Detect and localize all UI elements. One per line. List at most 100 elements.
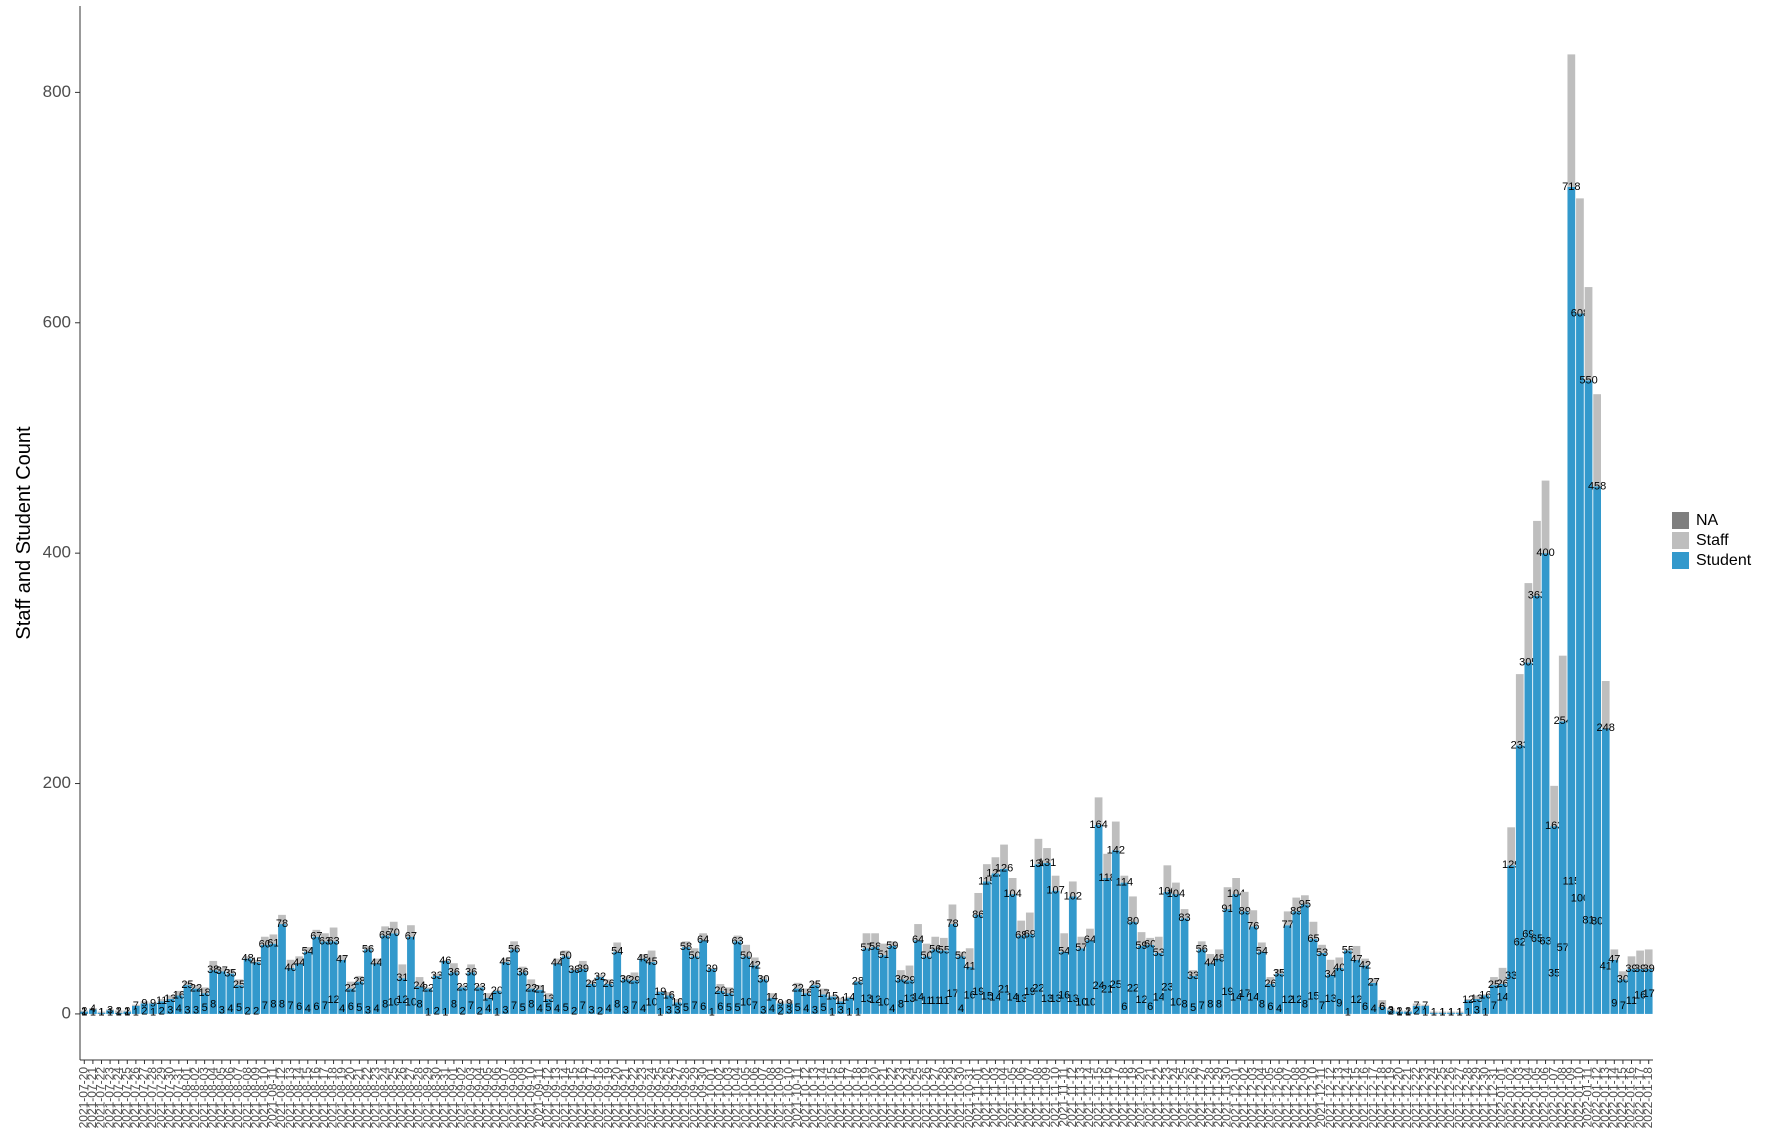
bar-segment: [286, 967, 295, 1014]
value-label: 80: [1127, 916, 1139, 928]
bar-segment: [1240, 891, 1249, 912]
bar-segment: [544, 998, 553, 1014]
bar-segment: [1034, 838, 1043, 865]
value-label: 118: [1098, 872, 1116, 884]
bar-segment: [578, 968, 587, 1014]
x-tick-label: 2021-08-23: [369, 1067, 383, 1129]
value-label: 15: [826, 991, 838, 1003]
x-tick-label: 2021-09-24: [644, 1067, 658, 1129]
value-label: 63: [319, 935, 331, 947]
bar-segment: [527, 979, 536, 989]
bar-segment: [1533, 595, 1541, 1014]
bar-segment: [243, 958, 252, 1014]
value-label: 25: [809, 979, 821, 991]
value-label: 1: [1405, 1007, 1411, 1019]
value-label: 10: [740, 996, 752, 1008]
bar-segment: [303, 947, 312, 952]
bar-segment: [518, 972, 527, 1014]
value-label: 1: [709, 1007, 715, 1019]
bar-segment: [673, 998, 682, 1003]
x-tick-label: 2021-11-04: [996, 1067, 1010, 1128]
bar-segment: [346, 988, 355, 1014]
x-tick-label: 2021-12-03: [1245, 1067, 1259, 1129]
bar-segment: [561, 950, 570, 957]
x-tick-label: 2021-11-29: [1211, 1067, 1225, 1128]
value-label: 7: [262, 1000, 268, 1012]
value-label: 8: [416, 999, 422, 1011]
x-tick-label: 2021-12-20: [1392, 1067, 1406, 1129]
bar-segment: [200, 993, 209, 1014]
bar-segment: [613, 942, 622, 952]
x-tick-label: 2021-09-11: [532, 1067, 546, 1128]
value-label: 4: [640, 1003, 646, 1015]
x-tick-label: 2021-08-24: [377, 1067, 391, 1129]
value-label: 83: [1178, 912, 1190, 924]
value-label: 4: [1276, 1003, 1282, 1015]
x-tick-label: 2021-09-15: [566, 1067, 580, 1129]
value-label: 55: [938, 944, 950, 956]
bar-segment: [1481, 994, 1490, 996]
value-label: 1: [124, 1007, 130, 1019]
bar-segment: [914, 940, 922, 1014]
value-label: 1: [150, 1007, 156, 1019]
bar-segment: [346, 981, 355, 989]
bar-segment: [132, 1004, 140, 1006]
bar-segment: [1120, 875, 1129, 883]
value-label: 4: [373, 1003, 379, 1015]
value-label: 8: [1181, 999, 1187, 1011]
x-tick-label: 2021-08-02: [188, 1067, 202, 1129]
value-label: 2: [245, 1006, 251, 1018]
x-tick-label: 2021-12-23: [1417, 1067, 1431, 1129]
bar-segment: [398, 978, 407, 1014]
bar-segment: [819, 994, 828, 1014]
value-label: 61: [267, 938, 279, 950]
x-tick-label: 2021-10-25: [910, 1067, 924, 1129]
bar-segment: [1163, 891, 1172, 1014]
x-tick-label: 2021-09-08: [506, 1067, 520, 1129]
value-label: 51: [878, 949, 890, 961]
bar-segment: [836, 997, 845, 1002]
bar-segment: [1412, 1005, 1421, 1014]
bar-segment: [1507, 865, 1516, 1014]
value-label: 69: [1024, 928, 1036, 940]
x-tick-label: 2021-08-26: [395, 1067, 409, 1129]
x-tick-label: 2021-07-27: [137, 1067, 151, 1129]
x-tick-label: 2021-09-01: [446, 1067, 460, 1129]
value-label: 24: [1092, 980, 1104, 992]
bar-segment: [1404, 1010, 1412, 1012]
bar-segment: [123, 1011, 132, 1014]
x-tick-label: 2021-12-05: [1263, 1067, 1277, 1129]
value-label: 46: [439, 955, 451, 967]
bar-segment: [1550, 785, 1559, 827]
bar-segment: [1060, 951, 1069, 1014]
bar-segment: [553, 958, 561, 964]
x-tick-label: 2021-11-01: [970, 1067, 984, 1128]
value-label: 81: [1582, 915, 1594, 927]
bar-segment: [1541, 553, 1550, 1014]
bar-segment: [132, 1005, 140, 1014]
value-label: 56: [929, 943, 941, 955]
bar-segment: [845, 997, 854, 1014]
value-label: 69: [1522, 928, 1534, 940]
value-label: 30: [1617, 973, 1629, 985]
bar-segment: [1378, 1000, 1387, 1008]
bar-segment: [157, 1001, 166, 1014]
value-label: 20: [491, 985, 503, 997]
bar-segment: [372, 958, 381, 964]
bar-segment: [278, 924, 286, 1014]
bar-segment: [269, 943, 278, 1014]
value-label: 35: [1273, 968, 1285, 980]
value-label: 8: [382, 999, 388, 1011]
bar-segment: [1447, 1012, 1455, 1014]
value-label: 89: [1290, 905, 1302, 917]
x-tick-label: 2021-08-21: [352, 1067, 366, 1129]
value-label: 2: [597, 1006, 603, 1018]
bar-segment: [845, 996, 854, 998]
value-label: 4: [1371, 1003, 1377, 1015]
x-tick-label: 2021-12-15: [1349, 1067, 1363, 1129]
bar-segment: [518, 966, 527, 973]
bar-segment: [914, 924, 922, 941]
x-tick-label: 2021-11-11: [1056, 1067, 1070, 1127]
bar-segment: [630, 972, 639, 981]
x-tick-label: 2021-12-11: [1314, 1067, 1328, 1128]
